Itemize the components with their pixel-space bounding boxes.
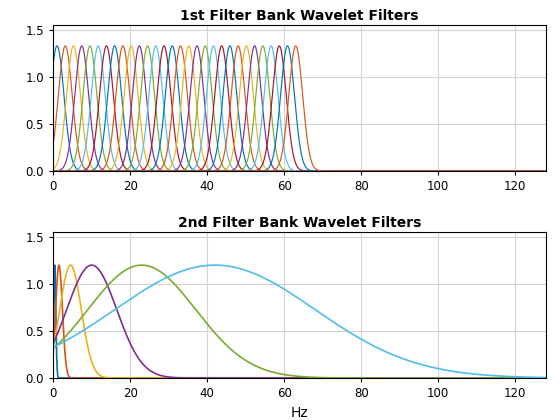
Title: 1st Filter Bank Wavelet Filters: 1st Filter Bank Wavelet Filters: [180, 9, 419, 23]
X-axis label: Hz: Hz: [291, 406, 309, 420]
Title: 2nd Filter Bank Wavelet Filters: 2nd Filter Bank Wavelet Filters: [178, 215, 421, 230]
